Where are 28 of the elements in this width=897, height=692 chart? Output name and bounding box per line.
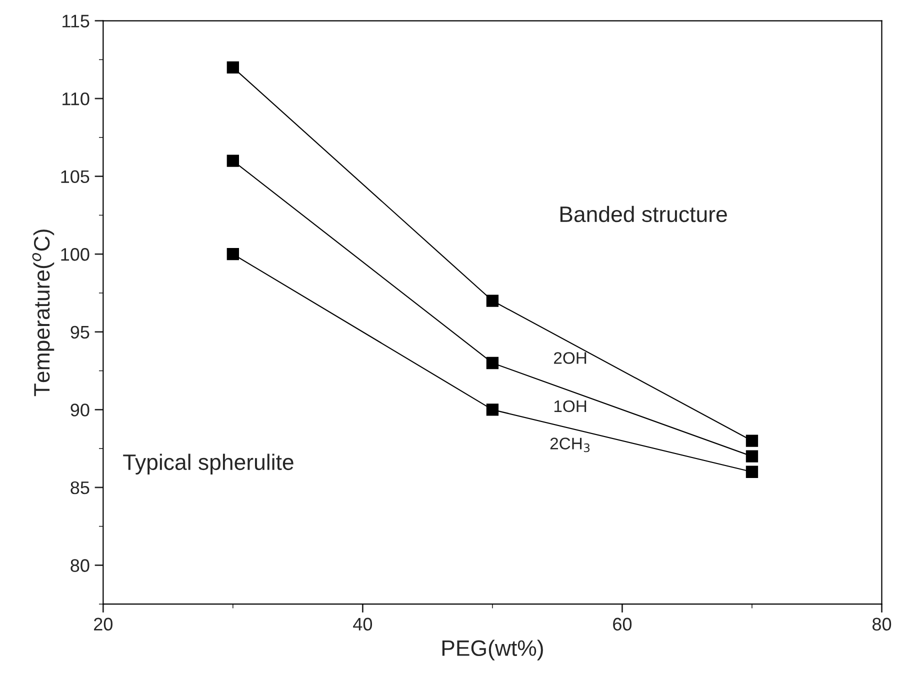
y-tick-label: 110	[62, 92, 90, 106]
point	[746, 450, 758, 462]
y-tick-label: 90	[70, 404, 90, 416]
y-tick-label: 115	[62, 14, 90, 28]
x-tick-label: 60	[613, 618, 632, 631]
point	[746, 466, 758, 478]
x-tick-label: 80	[872, 618, 892, 631]
x-tick-label: 20	[94, 618, 112, 631]
annotation: Typical spherulite	[123, 454, 294, 474]
y-axis-title: Temperature($^{o}$C)	[32, 230, 54, 396]
point	[226, 248, 239, 260]
y-tick-label: 95	[70, 326, 90, 339]
point	[746, 434, 758, 447]
series-label: 1OH	[554, 400, 586, 412]
y-tick-label: 100	[61, 248, 90, 261]
point	[486, 356, 499, 370]
y-tick-label: 80	[70, 559, 90, 572]
y-tick-label: 105	[61, 170, 90, 184]
point	[486, 294, 499, 307]
point	[226, 61, 239, 74]
series-label: 2OH	[554, 352, 586, 364]
x-tick-label: 40	[353, 618, 372, 631]
annotation: Banded structure	[560, 206, 727, 222]
series-label: 2CH$_{3}$	[550, 438, 590, 452]
x-axis-title: PEG(wt%)	[442, 640, 543, 660]
point	[486, 404, 499, 416]
y-tick-label: 85	[70, 481, 90, 494]
point	[226, 154, 239, 167]
